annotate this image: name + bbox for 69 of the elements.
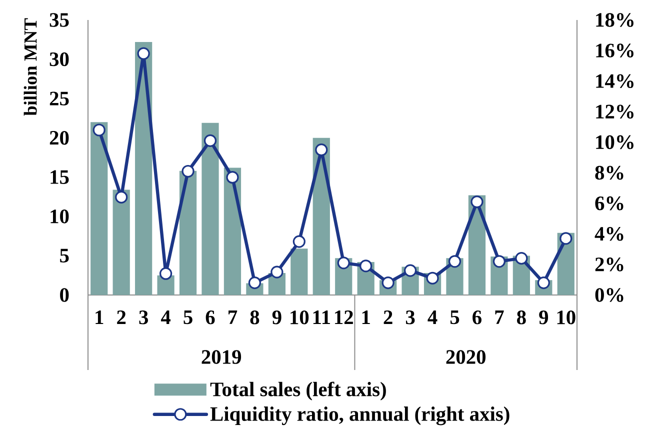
point bbox=[182, 164, 194, 178]
point bbox=[248, 276, 262, 290]
legend-label: Total sales (left axis) bbox=[210, 382, 386, 400]
y-tick-label: 0 bbox=[60, 288, 69, 302]
y-tick-label: 35 bbox=[50, 13, 69, 27]
legend-label: Liquidity ratio, annual (right axis) bbox=[210, 406, 510, 426]
x-tick-label: 7 bbox=[495, 310, 504, 324]
point bbox=[404, 264, 417, 277]
bar bbox=[202, 122, 219, 295]
y-tick-label: 15 bbox=[50, 170, 69, 184]
bar bbox=[290, 248, 308, 295]
bar bbox=[179, 170, 197, 295]
point bbox=[337, 256, 350, 270]
point bbox=[560, 232, 572, 245]
point bbox=[226, 171, 239, 184]
x-tick-label: 6 bbox=[472, 310, 482, 324]
x-tick-label: 9 bbox=[539, 310, 548, 324]
x-tick-label: 2 bbox=[384, 310, 392, 324]
y2-tick-label: 2% bbox=[595, 258, 624, 272]
x-tick-label: 10 bbox=[290, 310, 309, 324]
text: 2020 bbox=[446, 350, 486, 364]
x-tick-label: 12 bbox=[335, 310, 353, 324]
y-tick-label: 5 bbox=[60, 248, 69, 263]
y-tick-label: 30 bbox=[50, 52, 69, 66]
y2-tick-label: 18% bbox=[596, 13, 634, 27]
x-tick-label: 11 bbox=[313, 310, 330, 324]
x-tick-label: 7 bbox=[228, 310, 238, 324]
y-tick-label: 10 bbox=[50, 210, 69, 224]
y-tick-label: 20 bbox=[50, 130, 69, 145]
x-tick-label: 4 bbox=[428, 310, 438, 324]
point bbox=[292, 235, 306, 248]
x-tick-label: 8 bbox=[517, 310, 526, 324]
point bbox=[92, 124, 106, 136]
point bbox=[204, 134, 217, 147]
bar bbox=[90, 122, 108, 295]
y2-tick-label: 14% bbox=[596, 74, 634, 88]
point bbox=[137, 47, 150, 60]
x-tick-label: 9 bbox=[272, 310, 282, 324]
y2-tick-label: 4% bbox=[594, 226, 624, 241]
y2-tick-label: 16% bbox=[596, 44, 634, 58]
x-tick-label: 1 bbox=[96, 310, 104, 324]
y2-tick-label: 12% bbox=[596, 104, 634, 119]
x-tick-label: 5 bbox=[450, 310, 460, 324]
y-tick-label: 25 bbox=[50, 92, 69, 106]
y2-tick-label: 6% bbox=[595, 196, 624, 210]
point bbox=[315, 144, 328, 156]
x-tick-label: 5 bbox=[184, 310, 192, 324]
y2-tick-label: 10% bbox=[596, 135, 634, 150]
point bbox=[270, 266, 284, 278]
x-tick-label: 4 bbox=[160, 310, 171, 324]
y2-tick-label: 0% bbox=[595, 288, 624, 302]
point bbox=[159, 267, 172, 280]
text: 2019 bbox=[202, 350, 242, 364]
x-tick-label: 1 bbox=[362, 310, 370, 324]
point bbox=[515, 252, 528, 265]
point bbox=[492, 255, 506, 268]
point bbox=[448, 255, 462, 268]
point bbox=[115, 190, 128, 204]
bar bbox=[112, 190, 130, 295]
x-tick-label: 10 bbox=[557, 310, 576, 324]
x-tick-label: 6 bbox=[206, 310, 215, 324]
x-tick-label: 2 bbox=[117, 310, 126, 324]
y-axis-title: billion MNT bbox=[24, 18, 37, 116]
x-tick-label: 3 bbox=[139, 310, 148, 324]
point bbox=[470, 196, 484, 208]
x-tick-label: 8 bbox=[250, 310, 260, 324]
y2-tick-label: 8% bbox=[595, 166, 624, 180]
point bbox=[360, 260, 372, 272]
x-tick-label: 3 bbox=[406, 310, 415, 324]
